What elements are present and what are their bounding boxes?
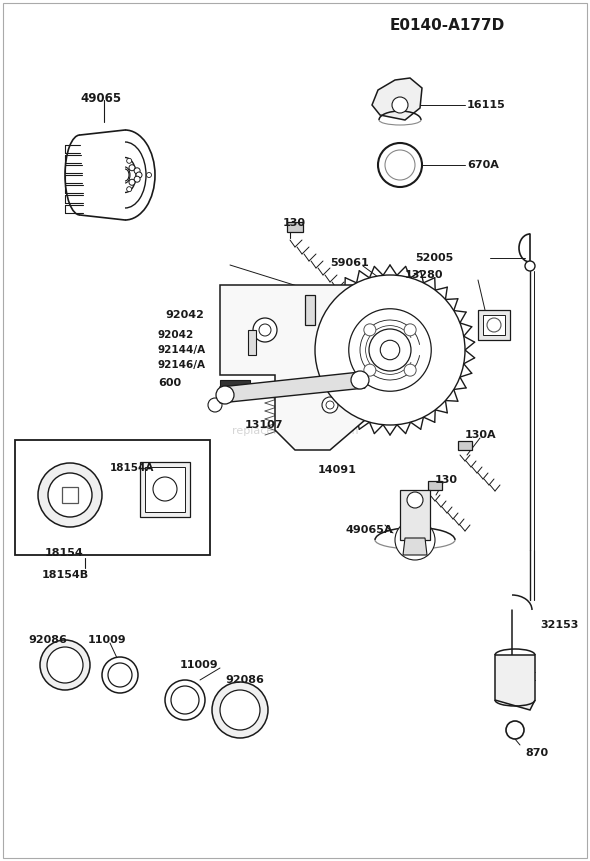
Text: 18154: 18154 [45, 548, 84, 558]
Circle shape [48, 473, 92, 517]
Text: E0140-A177D: E0140-A177D [390, 18, 505, 33]
Circle shape [38, 463, 102, 527]
Circle shape [315, 275, 465, 425]
Circle shape [345, 335, 355, 345]
Text: 130: 130 [435, 475, 458, 485]
Circle shape [340, 330, 360, 350]
Bar [305, 295, 315, 325]
Text: 16115: 16115 [467, 100, 506, 110]
Circle shape [127, 158, 132, 164]
Text: 92086: 92086 [28, 635, 67, 645]
Bar [62, 487, 78, 503]
Circle shape [395, 520, 435, 560]
Text: 49065: 49065 [80, 92, 121, 105]
Text: 670A: 670A [467, 160, 499, 170]
Circle shape [349, 309, 431, 391]
Bar [248, 330, 256, 355]
Circle shape [220, 690, 260, 730]
Text: 11009: 11009 [88, 635, 127, 645]
Circle shape [136, 172, 142, 178]
Circle shape [212, 682, 268, 738]
Circle shape [380, 340, 400, 360]
Text: 18154A: 18154A [110, 463, 155, 473]
Circle shape [259, 324, 271, 336]
Text: 92146/A: 92146/A [158, 360, 206, 370]
Bar [458, 441, 472, 450]
Polygon shape [372, 78, 422, 120]
Text: 11009: 11009 [180, 660, 219, 670]
Circle shape [40, 640, 90, 690]
Circle shape [404, 364, 416, 376]
Circle shape [153, 477, 177, 501]
Text: 14091: 14091 [318, 465, 357, 475]
Bar [140, 462, 190, 517]
Circle shape [405, 530, 425, 550]
Circle shape [127, 187, 132, 192]
Text: 92086: 92086 [225, 675, 264, 685]
Circle shape [108, 663, 132, 687]
Circle shape [134, 177, 140, 183]
Text: 52005: 52005 [415, 253, 453, 263]
Polygon shape [220, 285, 405, 450]
Text: 32153: 32153 [540, 620, 578, 630]
Circle shape [165, 680, 205, 720]
Polygon shape [495, 655, 535, 710]
Circle shape [134, 168, 140, 174]
Circle shape [385, 150, 415, 180]
Circle shape [208, 398, 222, 412]
Text: 870: 870 [525, 748, 548, 758]
Text: 92144/A: 92144/A [158, 345, 206, 355]
Text: replacementparts.com: replacementparts.com [232, 425, 358, 436]
Circle shape [326, 401, 334, 409]
Circle shape [171, 686, 199, 714]
Polygon shape [403, 538, 427, 555]
Polygon shape [400, 490, 430, 540]
Text: 13280: 13280 [405, 270, 444, 280]
Bar [15, 440, 210, 555]
Text: 18154B: 18154B [41, 570, 88, 580]
Bar [428, 481, 442, 490]
Circle shape [102, 657, 138, 693]
Bar [220, 380, 250, 398]
Circle shape [146, 172, 152, 177]
Text: 130: 130 [283, 218, 306, 228]
Bar [145, 467, 185, 512]
Circle shape [487, 318, 501, 332]
Circle shape [364, 364, 376, 376]
Circle shape [392, 97, 408, 113]
Circle shape [253, 318, 277, 342]
Circle shape [47, 647, 83, 683]
Text: 130A: 130A [465, 430, 497, 440]
Bar [483, 315, 505, 335]
Text: 600: 600 [158, 378, 181, 388]
Circle shape [404, 324, 416, 336]
Circle shape [216, 386, 234, 404]
Circle shape [322, 397, 338, 413]
Circle shape [129, 179, 135, 185]
Text: 49065A: 49065A [345, 525, 392, 535]
Bar [478, 310, 510, 340]
Text: 92042: 92042 [158, 330, 194, 340]
Circle shape [525, 261, 535, 271]
Circle shape [129, 164, 135, 170]
Text: 92042: 92042 [165, 310, 204, 320]
Circle shape [378, 143, 422, 187]
Text: 13107: 13107 [245, 420, 284, 430]
Circle shape [364, 324, 376, 336]
Circle shape [351, 371, 369, 389]
Circle shape [369, 329, 411, 371]
Bar [287, 222, 303, 232]
Polygon shape [220, 372, 365, 403]
Text: 59061: 59061 [330, 258, 369, 268]
Circle shape [407, 492, 423, 508]
Circle shape [506, 721, 524, 739]
